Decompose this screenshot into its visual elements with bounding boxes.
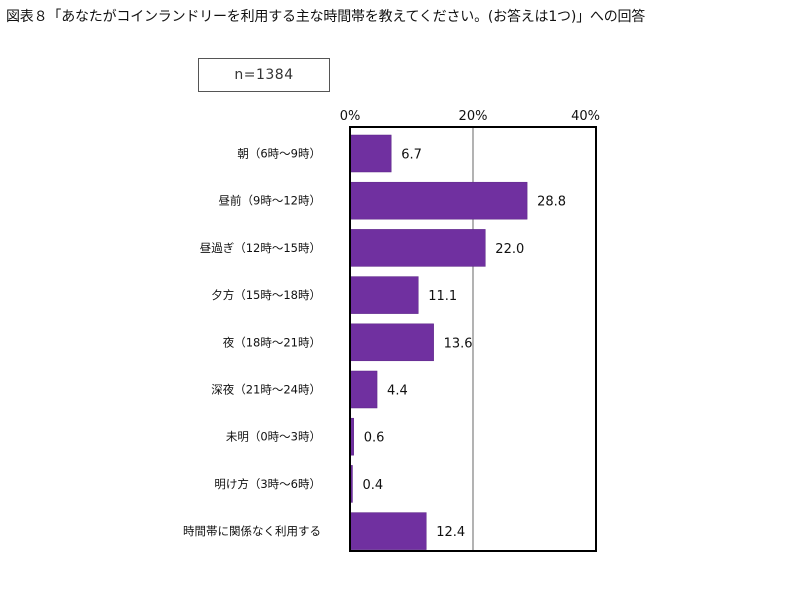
data-label: 0.6 xyxy=(364,431,385,446)
data-label: 12.4 xyxy=(436,525,465,540)
value-labels: 6.7 28.8 22.0 11.1 13.6 4.4 0.6 0.4 12.4 xyxy=(362,148,566,541)
bar xyxy=(349,181,528,220)
bar xyxy=(349,323,434,362)
plot-frame xyxy=(349,126,597,552)
category-label: 夜（18時〜21時） xyxy=(223,335,321,349)
x-tick-label: 0% xyxy=(340,109,361,124)
category-label: 未明（0時〜3時） xyxy=(226,430,321,444)
bar xyxy=(349,229,486,267)
data-label: 22.0 xyxy=(495,242,524,257)
bar xyxy=(349,512,427,550)
category-label: 昼前（9時〜12時） xyxy=(219,194,321,208)
sample-size-label: n=1384 xyxy=(234,67,294,83)
chart-title: 図表８「あなたがコインランドリーを利用する主な時間帯を教えてください。(お答えは… xyxy=(6,9,646,25)
category-label: 時間帯に関係なく利用する xyxy=(183,524,321,538)
sample-size-box: n=1384 xyxy=(198,58,330,92)
x-tick-label: 20% xyxy=(459,109,488,124)
bars xyxy=(349,134,528,550)
data-label: 0.4 xyxy=(362,478,383,493)
data-label: 13.6 xyxy=(444,336,473,351)
bar xyxy=(349,134,392,173)
data-label: 11.1 xyxy=(428,289,457,304)
bar xyxy=(349,276,419,314)
data-label: 4.4 xyxy=(387,384,408,399)
category-labels: 朝（6時〜9時） 昼前（9時〜12時） 昼過ぎ（12時〜15時） 夕方（15時〜18時… xyxy=(183,147,321,539)
data-label: 6.7 xyxy=(401,148,422,163)
category-label: 朝（6時〜9時） xyxy=(237,147,321,161)
x-axis-ticks: 0% 20% 40% xyxy=(340,109,600,124)
category-label: 昼過ぎ（12時〜15時） xyxy=(200,241,321,255)
category-label: 夕方（15時〜18時） xyxy=(211,288,321,302)
bar xyxy=(349,370,378,409)
x-tick-label: 40% xyxy=(571,109,600,124)
category-label: 深夜（21時〜24時） xyxy=(211,383,321,397)
category-label: 明け方（3時〜6時） xyxy=(214,477,321,491)
data-label: 28.8 xyxy=(537,195,566,210)
